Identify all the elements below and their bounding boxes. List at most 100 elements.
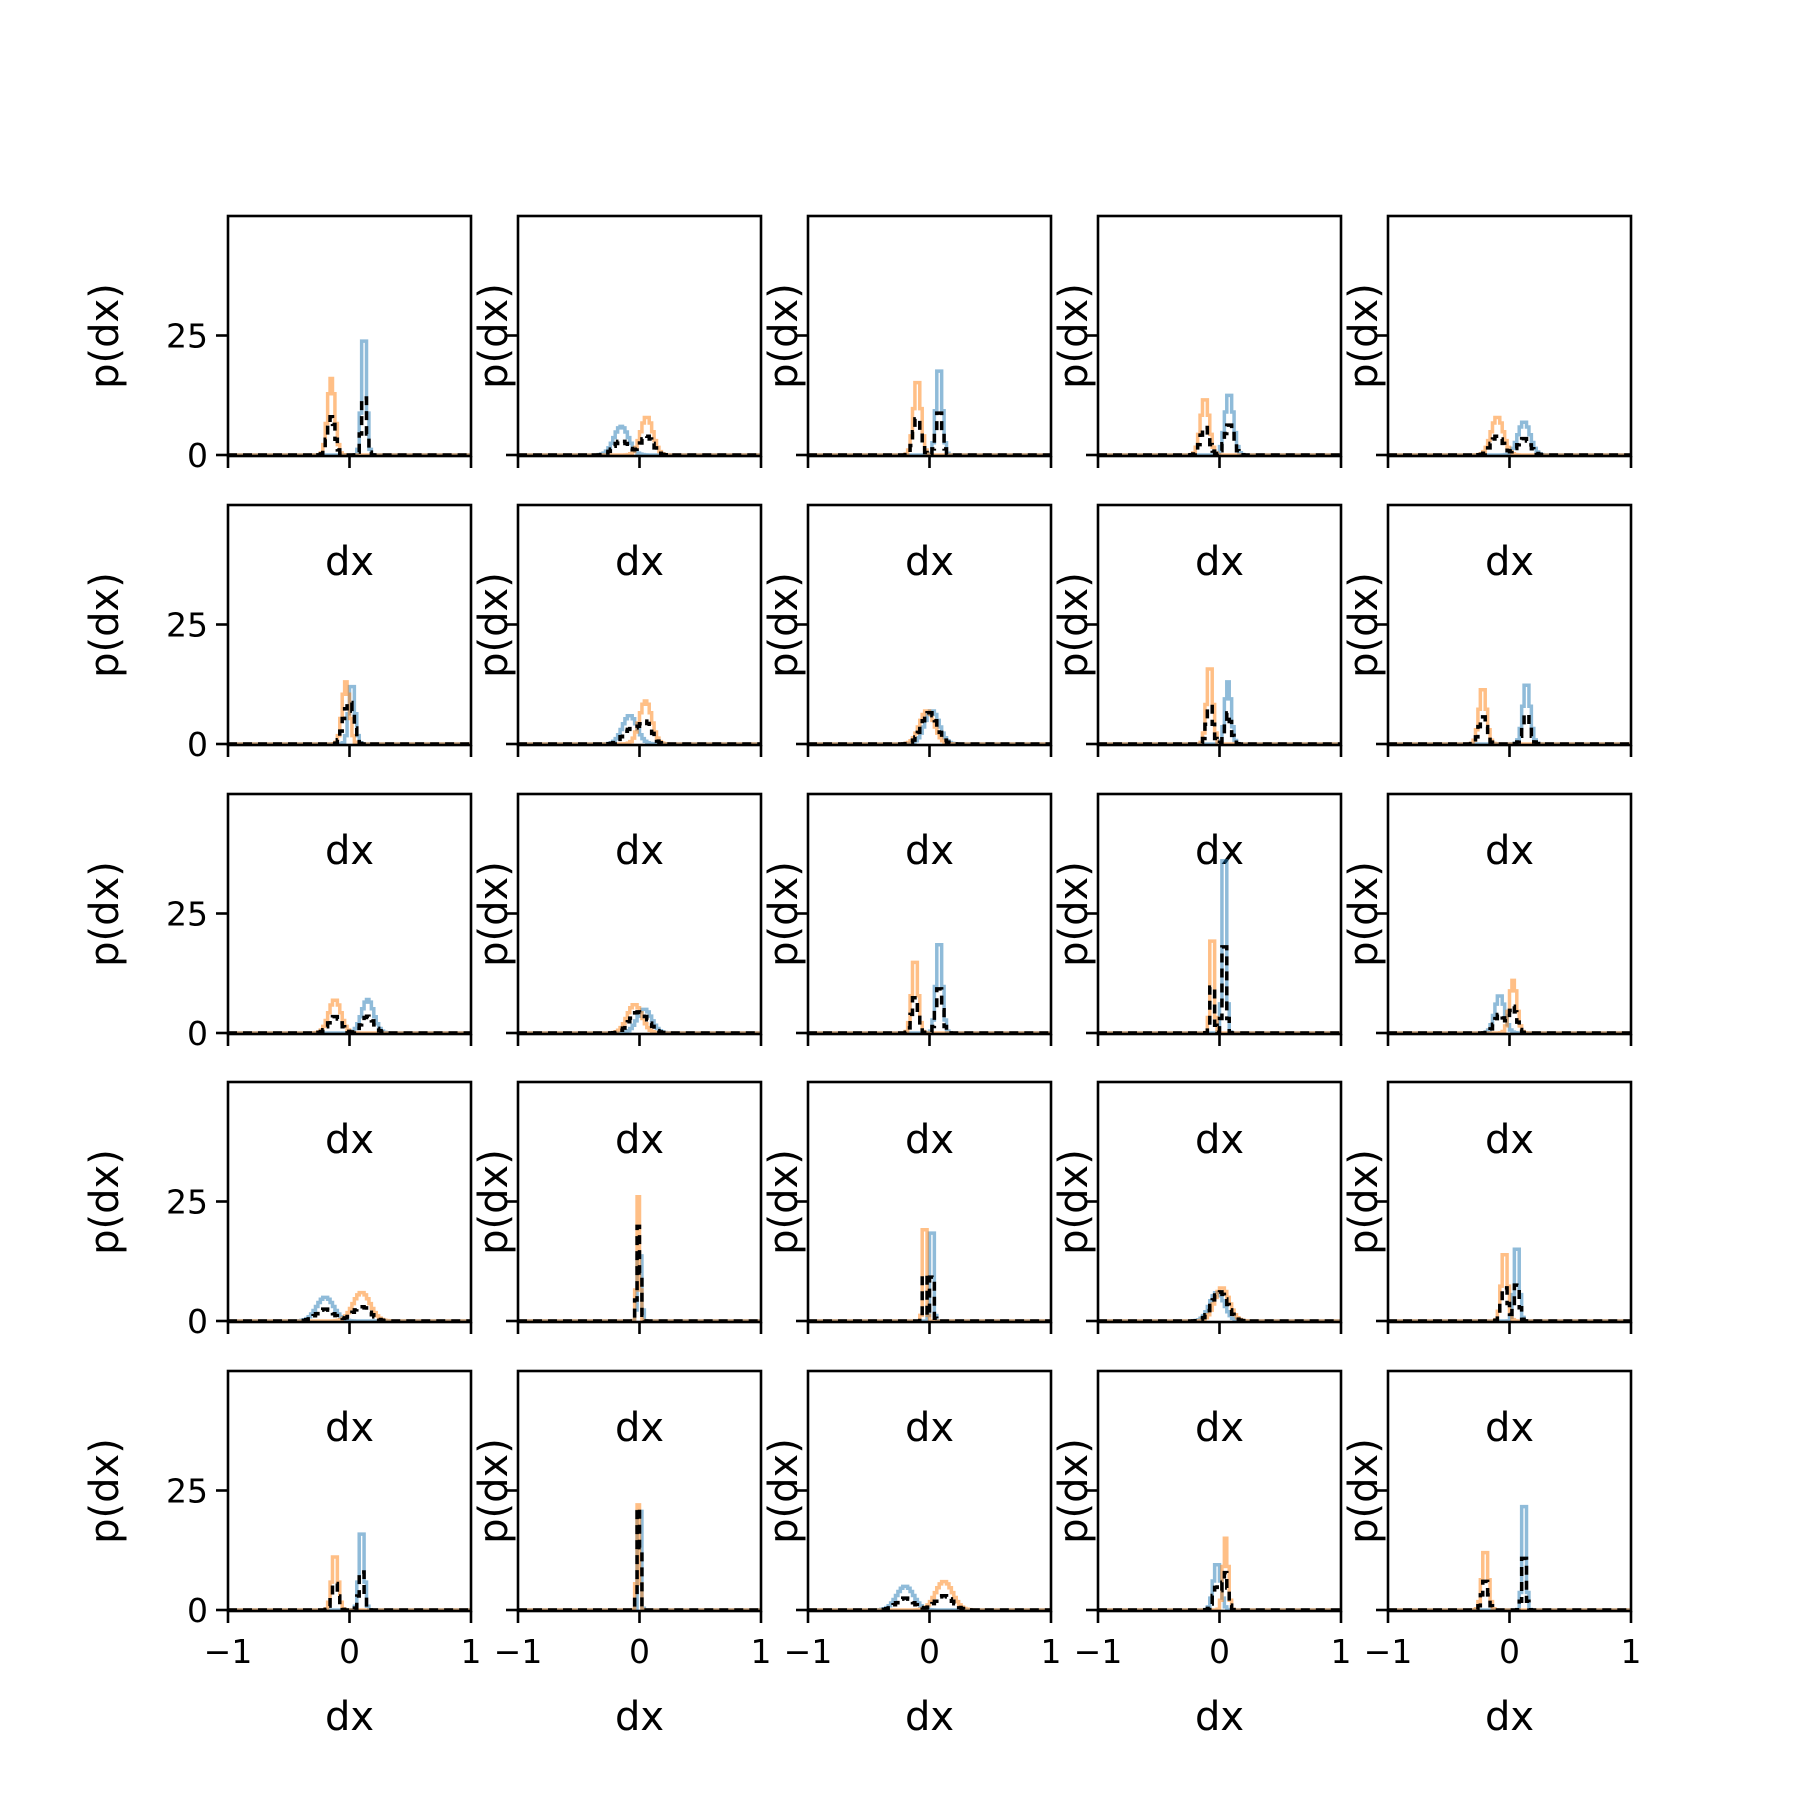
- plot-area: [228, 1532, 471, 1611]
- plot-area: [808, 369, 1051, 456]
- x-axis-label: dx: [1195, 539, 1244, 585]
- subplot-2-1: 0 25 dx p(dx): [82, 503, 473, 874]
- plot-area: [518, 1194, 761, 1322]
- black-dashed-series-line: [1388, 712, 1631, 745]
- x-tick-label: 0: [629, 1632, 650, 1671]
- y-axis-label: p(dx): [761, 1149, 807, 1255]
- orange-series-line: [228, 1555, 471, 1611]
- y-axis-label: p(dx): [761, 861, 807, 967]
- y-axis-label: p(dx): [1341, 283, 1387, 389]
- y-axis-label: p(dx): [82, 572, 128, 678]
- blue-series-line: [228, 997, 471, 1034]
- y-tick-label: 25: [166, 1183, 208, 1222]
- y-axis-label: p(dx): [471, 283, 517, 389]
- y-axis-label: p(dx): [761, 572, 807, 678]
- orange-series-line: [1388, 1550, 1631, 1611]
- x-axis-label: dx: [905, 828, 954, 874]
- subplot-4-4: dx p(dx): [1051, 1080, 1343, 1451]
- x-tick-label: −1: [784, 1632, 833, 1671]
- x-axis-label: dx: [325, 1405, 374, 1451]
- y-axis-label: p(dx): [1051, 1149, 1097, 1255]
- orange-series-line: [808, 380, 1051, 456]
- plot-area: [808, 709, 1051, 745]
- x-axis-label: dx: [615, 1694, 664, 1740]
- x-axis-label: dx: [325, 1117, 374, 1163]
- subplot-1-5: dx p(dx): [1341, 214, 1633, 585]
- y-axis-label: p(dx): [82, 283, 128, 389]
- blue-series-line: [228, 339, 471, 456]
- plot-area: [518, 415, 761, 456]
- subplot-2-3: dx p(dx): [761, 503, 1053, 874]
- y-axis-label: p(dx): [1051, 1438, 1097, 1544]
- subplot-4-2: dx p(dx): [471, 1080, 763, 1451]
- black-dashed-series-line: [228, 1570, 471, 1611]
- y-axis-label: p(dx): [471, 1149, 517, 1255]
- x-axis-label: dx: [325, 828, 374, 874]
- axes-frame: [806, 214, 1053, 458]
- x-axis-label: dx: [325, 1694, 374, 1740]
- orange-series-line: [518, 415, 761, 456]
- blue-series-line: [1388, 1504, 1631, 1611]
- subplot-3-3: dx p(dx): [761, 792, 1053, 1163]
- subplot-4-1: 0 25 dx p(dx): [82, 1080, 473, 1451]
- plot-area: [1388, 1504, 1631, 1611]
- orange-series-line: [1388, 1253, 1631, 1322]
- axes-frame: [1096, 214, 1343, 458]
- plot-area: [808, 943, 1051, 1034]
- x-axis-label: dx: [905, 1117, 954, 1163]
- subplot-3-4: dx p(dx): [1051, 792, 1343, 1163]
- y-tick-label: 25: [166, 606, 208, 645]
- black-dashed-series-line: [518, 1224, 761, 1322]
- x-axis-label: dx: [1195, 1117, 1244, 1163]
- plot-area: [518, 1503, 761, 1611]
- plot-area: [1388, 978, 1631, 1034]
- x-axis-label: dx: [1195, 1405, 1244, 1451]
- x-axis-label: dx: [615, 1117, 664, 1163]
- black-dashed-series-line: [808, 710, 1051, 745]
- x-axis-label: dx: [1485, 828, 1534, 874]
- subplot-1-3: dx p(dx): [761, 214, 1053, 585]
- orange-series-line: [228, 376, 471, 456]
- black-dashed-series-line: [1388, 434, 1631, 456]
- subplot-3-5: dx p(dx): [1341, 792, 1633, 1163]
- y-tick-label: 25: [166, 317, 208, 356]
- y-axis-label: p(dx): [761, 1438, 807, 1544]
- plot-area: [1098, 1286, 1341, 1322]
- plot-area: [228, 680, 471, 745]
- orange-series-line: [1098, 667, 1341, 745]
- black-dashed-series-line: [1098, 945, 1341, 1034]
- y-axis-label: p(dx): [1341, 861, 1387, 967]
- x-axis-label: dx: [1195, 828, 1244, 874]
- plot-area: [228, 339, 471, 456]
- orange-series-line: [228, 1290, 471, 1322]
- x-tick-label: 0: [1209, 1632, 1230, 1671]
- x-axis-label: dx: [1485, 1117, 1534, 1163]
- plot-area: [1098, 667, 1341, 745]
- orange-series-line: [1388, 687, 1631, 745]
- subplot-3-2: dx p(dx): [471, 792, 763, 1163]
- x-tick-label: 0: [919, 1632, 940, 1671]
- x-tick-label: 1: [1621, 1632, 1642, 1671]
- black-dashed-series-line: [808, 987, 1051, 1034]
- subplot-4-3: dx p(dx): [761, 1080, 1053, 1451]
- y-tick-label: 25: [166, 895, 208, 934]
- plot-area: [808, 1579, 1051, 1611]
- y-axis-label: p(dx): [82, 861, 128, 967]
- x-tick-label: 0: [1499, 1632, 1520, 1671]
- blue-series-line: [1098, 859, 1341, 1034]
- orange-series-line: [518, 1002, 761, 1034]
- black-dashed-series-line: [1098, 704, 1341, 745]
- subplot-5-3: −1 0 1 dx p(dx): [761, 1369, 1062, 1740]
- blue-series-line: [1098, 680, 1341, 745]
- y-tick-label: 25: [166, 1472, 208, 1511]
- y-axis-label: p(dx): [761, 283, 807, 389]
- black-dashed-series-line: [228, 1014, 471, 1034]
- subplot-5-2: −1 0 1 dx p(dx): [471, 1369, 772, 1740]
- y-tick-label: 0: [187, 725, 208, 764]
- y-axis-label: p(dx): [471, 1438, 517, 1544]
- y-tick-label: 0: [187, 1014, 208, 1053]
- y-axis-label: p(dx): [82, 1149, 128, 1255]
- x-axis-label: dx: [325, 539, 374, 585]
